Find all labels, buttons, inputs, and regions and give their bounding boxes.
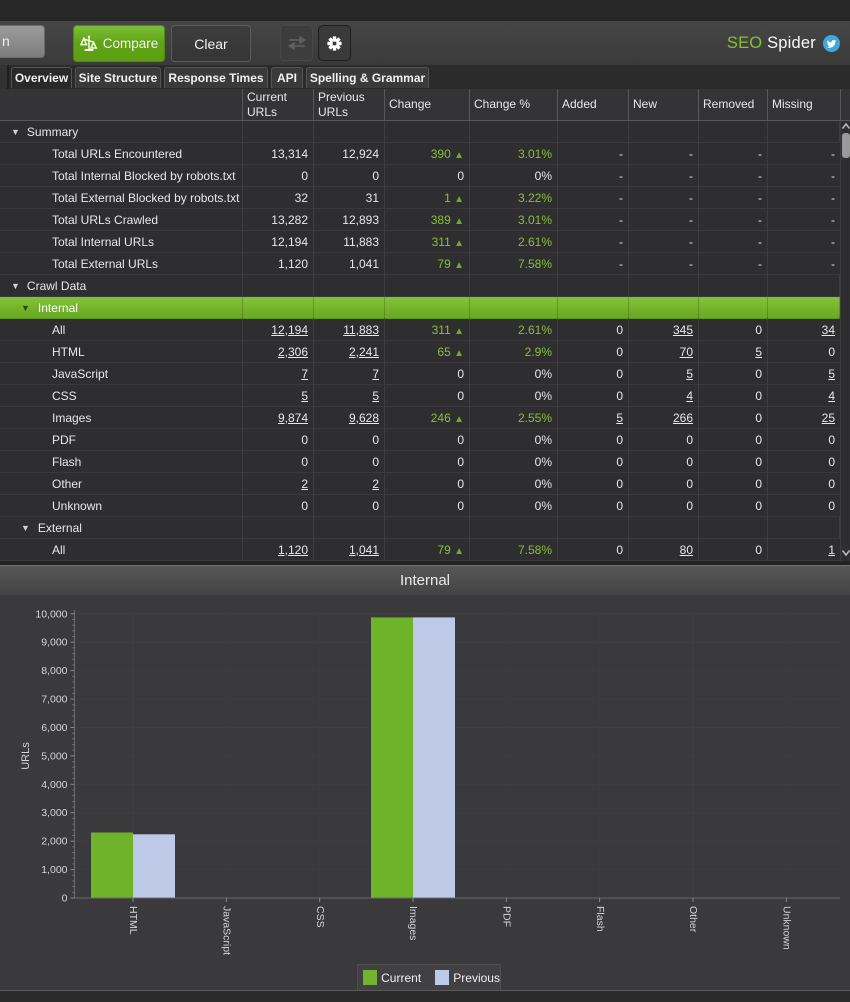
svg-text:PDF: PDF — [501, 906, 513, 927]
svg-text:Other: Other — [687, 906, 699, 933]
svg-text:10,000: 10,000 — [35, 608, 67, 620]
svg-text:CSS: CSS — [314, 906, 326, 928]
svg-text:Images: Images — [407, 906, 419, 940]
svg-text:4,000: 4,000 — [41, 779, 67, 791]
svg-text:3,000: 3,000 — [41, 807, 67, 819]
svg-text:9,000: 9,000 — [41, 637, 67, 649]
svg-text:0: 0 — [62, 893, 68, 905]
svg-text:URLs: URLs — [20, 742, 32, 770]
svg-text:Flash: Flash — [594, 906, 606, 932]
svg-text:1,000: 1,000 — [41, 864, 67, 876]
svg-text:Unknown: Unknown — [781, 906, 793, 950]
svg-text:HTML: HTML — [127, 906, 139, 935]
svg-text:7,000: 7,000 — [41, 694, 67, 706]
svg-text:5,000: 5,000 — [41, 750, 67, 762]
svg-text:8,000: 8,000 — [41, 665, 67, 677]
svg-text:JavaScript: JavaScript — [221, 906, 233, 955]
svg-text:2,000: 2,000 — [41, 836, 67, 848]
svg-text:6,000: 6,000 — [41, 722, 67, 734]
